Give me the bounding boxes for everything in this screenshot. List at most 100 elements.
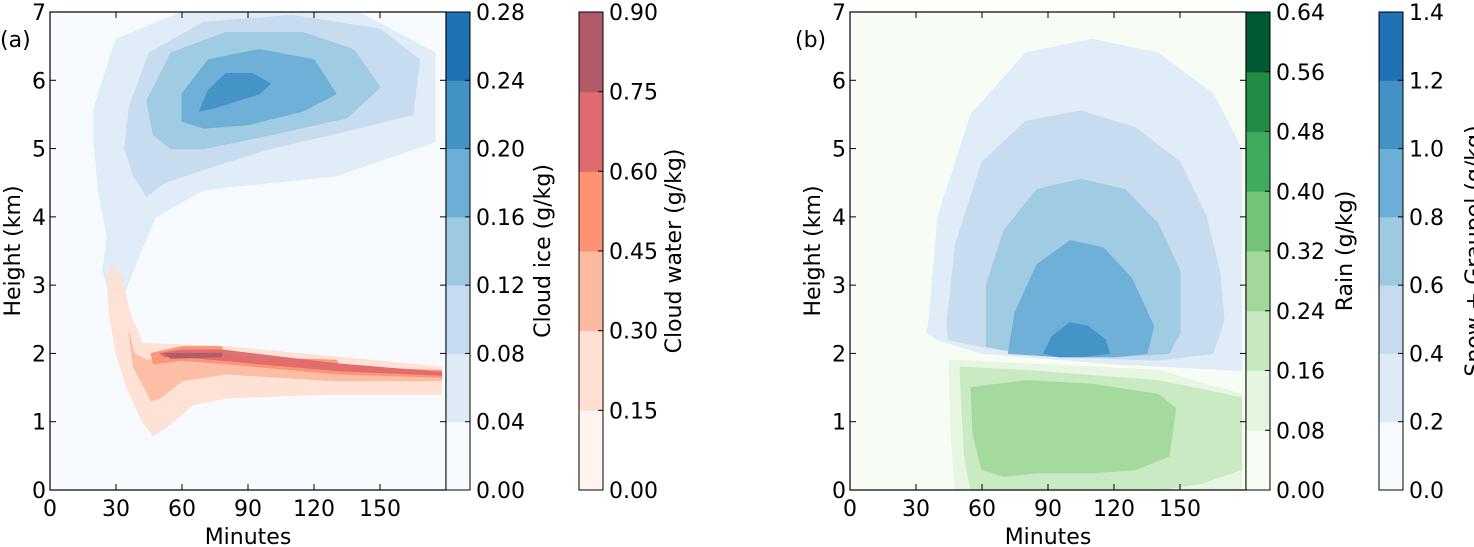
colorbar-tick-label: 0.24 [476, 69, 525, 94]
colorbar-swatch [1379, 216, 1403, 286]
colorbar-snow-graupel: 0.0 0.2 0.4 0.6 0.8 1.0 1.2 1.4 Snow + Graupel (… [1378, 1, 1474, 504]
colorbar-tick-label: 0.32 [1276, 240, 1325, 265]
colorbar-swatch [579, 251, 603, 332]
colorbar-tick-label: 0.64 [1276, 1, 1325, 26]
x-axis-label: Minutes [1005, 525, 1092, 547]
y-tick-label: 3 [832, 274, 846, 299]
colorbar-tick-label: 0.00 [609, 479, 658, 504]
y-tick-label: 6 [832, 69, 846, 94]
contour-rain-0.24 [970, 380, 1177, 477]
contour-snow-graupel-1 [1043, 322, 1111, 358]
colorbar-label: Cloud water (g/kg) [662, 149, 687, 354]
colorbar-tick-label: 0.8 [1409, 206, 1444, 231]
x-tick-label: 30 [102, 497, 130, 522]
colorbar-swatch [446, 285, 470, 354]
y-tick-label: 2 [32, 342, 46, 367]
panel-label: (b) [795, 28, 826, 53]
colorbar-tick-label: 0.20 [476, 138, 525, 163]
x-tick-label: 150 [359, 497, 401, 522]
colorbar-frame [1378, 11, 1404, 491]
colorbar-tick-label: 0.16 [1276, 360, 1325, 385]
colorbar-tick-label: 0.30 [609, 320, 658, 345]
colorbar-swatch [579, 330, 603, 411]
colorbar-tick-label: 0.00 [476, 479, 525, 504]
panel-b: 0 30 60 90 120 150 0 1 2 3 4 5 6 7 Minutes Height (km) (… [795, 1, 1474, 547]
colorbar-tick-label: 0.12 [476, 274, 525, 299]
colorbar-tick-label: 1.0 [1409, 138, 1444, 163]
colorbar-swatch [446, 12, 470, 81]
colorbar-label: Cloud ice (g/kg) [531, 164, 556, 338]
y-tick-label: 4 [32, 206, 46, 231]
colorbar-label: Rain (g/kg) [1333, 191, 1358, 312]
colorbar-tick-label: 0.60 [609, 160, 658, 185]
colorbar-tick-label: 0.75 [609, 81, 658, 106]
colorbar-swatch [446, 80, 470, 150]
y-tick-label: 1 [32, 411, 46, 436]
x-tick-label: 0 [43, 497, 57, 522]
x-tick-label: 150 [1159, 497, 1201, 522]
colorbar-swatch [1246, 370, 1270, 431]
x-tick-label: 30 [902, 497, 930, 522]
colorbar-tick-label: 0.28 [476, 1, 525, 26]
colorbar-swatch [446, 216, 470, 286]
colorbar-tick-label: 0.08 [476, 342, 525, 367]
y-axis-label: Height (km) [801, 185, 826, 316]
y-tick-label: 0 [32, 479, 46, 504]
y-tick-label: 5 [32, 138, 46, 163]
panel-a: 0 30 60 90 120 150 0 1 2 3 4 5 6 7 Minutes Height (km) (… [0, 1, 687, 547]
colorbar-tick-label: 0.24 [1276, 300, 1325, 325]
colorbar-tick-label: 0.45 [609, 240, 658, 265]
colorbar-swatch [1246, 310, 1270, 371]
colorbar-tick-label: 1.4 [1409, 1, 1444, 26]
x-tick-label: 90 [234, 497, 262, 522]
x-axis-label: Minutes [205, 525, 292, 547]
colorbar-swatch [1246, 251, 1270, 312]
colorbar-tick-label: 0.48 [1276, 121, 1325, 146]
colorbar-tick-label: 0.16 [476, 206, 525, 231]
contour-cloud-water-0.75 [163, 352, 223, 359]
colorbar-swatch [1379, 80, 1403, 150]
colorbar-swatch [446, 421, 470, 491]
colorbar-swatch [579, 12, 603, 93]
colorbar-label: Snow + Graupel (g/kg) [1462, 125, 1474, 376]
y-tick-label: 7 [32, 1, 46, 26]
y-tick-label: 1 [832, 411, 846, 436]
colorbar-tick-label: 0.08 [1276, 419, 1325, 444]
colorbar-tick-label: 0.04 [476, 411, 525, 436]
colorbar-swatch [446, 353, 470, 423]
colorbar-swatch [579, 91, 603, 172]
colorbar-swatch [579, 171, 603, 252]
colorbar-swatch [1379, 148, 1403, 218]
colorbar-swatch [1246, 191, 1270, 252]
y-tick-label: 5 [832, 138, 846, 163]
colorbar-swatch [1246, 430, 1270, 491]
x-tick-label: 90 [1034, 497, 1062, 522]
colorbar-swatch [1379, 353, 1403, 423]
y-tick-label: 2 [832, 342, 846, 367]
contour-cloud-water-0.15 [106, 264, 443, 436]
x-tick-label: 60 [968, 497, 996, 522]
x-tick-label: 120 [1093, 497, 1135, 522]
colorbar-tick-label: 0.40 [1276, 180, 1325, 205]
y-tick-label: 6 [32, 69, 46, 94]
colorbar-tick-label: 0.0 [1409, 479, 1444, 504]
y-tick-label: 0 [832, 479, 846, 504]
colorbar-swatch [446, 148, 470, 218]
contour-cloud-ice-0.2 [199, 73, 271, 112]
colorbar-swatch [579, 410, 603, 491]
x-tick-label: 0 [843, 497, 857, 522]
colorbar-swatch [1246, 131, 1270, 192]
contour-layer [93, 12, 443, 436]
y-tick-label: 7 [832, 1, 846, 26]
colorbar-tick-label: 0.00 [1276, 479, 1325, 504]
colorbar-swatch [1379, 285, 1403, 354]
colorbar-tick-label: 0.15 [609, 399, 658, 424]
colorbar-tick-label: 0.4 [1409, 342, 1444, 367]
colorbar-swatch [1379, 421, 1403, 491]
colorbar-cloud-ice: 0.00 0.04 0.08 0.12 0.16 0.20 0.24 0.28 Cloud ic… [445, 1, 556, 504]
colorbar-swatch [1246, 12, 1270, 73]
colorbar-tick-label: 0.2 [1409, 411, 1444, 436]
contour-snow-graupel-0.8 [1007, 240, 1155, 358]
contour-layer [926, 38, 1243, 490]
